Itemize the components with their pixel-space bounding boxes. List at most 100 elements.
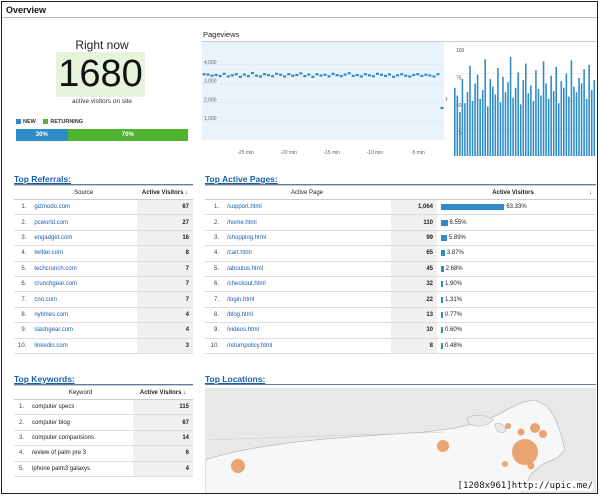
table-row[interactable]: 3. engadget.com 16 [14,230,193,247]
row-rank: 5. [14,461,28,477]
referral-source-link[interactable]: linkedin.com [34,342,68,349]
rank-header [14,185,31,200]
table-row[interactable]: 6. /checkout.html 32 1.90% [205,276,596,293]
pageview-bar [555,66,558,156]
row-rank: 2. [205,214,223,231]
table-row[interactable]: 4. /cart.html 65 3.87% [205,245,596,262]
table-row[interactable]: 2. pcworld.com 27 [14,214,193,231]
referral-source-link[interactable]: engadget.com [34,234,73,241]
active-page-link[interactable]: /blog.html [227,311,254,318]
location-bubble [530,423,540,433]
table-row[interactable]: 5. /aboutus.html 45 2.68% [205,261,596,277]
active-visitors-value: 7 [137,261,193,277]
table-row[interactable]: 2. /home.html 110 6.55% [205,214,596,231]
rank-header [205,185,223,200]
pageview-bar [479,98,481,156]
table-row[interactable]: 10. linkedin.com 3 [14,338,193,354]
active-visitors-value: 4 [137,307,193,324]
table-row[interactable]: 8. nytimes.com 4 [14,307,193,324]
rank-header [14,385,28,400]
active-page-link[interactable]: /returnpolicy.html [227,342,273,349]
active-page-link[interactable]: /cart.html [227,250,252,257]
table-row[interactable]: 7. /login.html 22 1.31% [205,291,596,308]
pageviews-per-minute-chart: 4,000 3,000 2,000 1,000 -25 min -20 min -15 mi… [202,42,444,158]
referral-source-link[interactable]: pcworld.com [34,219,69,226]
active-visitors-value: 4 [137,322,193,339]
pageview-bar [474,83,476,156]
row-rank: 9. [205,322,223,339]
pageview-bar [486,106,489,156]
referral-source-link[interactable]: techcrunch.com [34,265,77,272]
table-row[interactable]: 9. slashgear.com 4 [14,322,193,339]
table-row[interactable]: 5. iphone palm3 galaxys 4 [14,461,193,477]
active-visitors-column-header[interactable]: Active Visitors ↓ [133,385,193,400]
referral-source-link[interactable]: slashgear.com [34,327,74,334]
table-row[interactable]: 1. computer specs 115 [14,399,193,416]
referral-source-link[interactable]: crunchgear.com [34,281,78,288]
pageview-bar [461,79,464,156]
pageview-bar [547,98,550,156]
pageview-bar [563,87,565,156]
active-visitors-column-header[interactable]: Active Visitors ↓ [437,185,596,200]
referral-source-link[interactable]: nytimes.com [34,311,69,318]
table-row[interactable]: 10. /returnpolicy.html 8 0.48% [205,338,596,354]
x-tick-label: -5 min [411,150,425,156]
table-row[interactable]: 5. techcrunch.com 7 [14,261,193,277]
percentage-indicator: 2.68% [441,265,592,272]
top-referrals-title[interactable]: Top Referrals: [14,174,71,184]
active-page-column-header[interactable]: Active Page [223,185,391,200]
table-row[interactable]: 3. computer comparisions 14 [14,430,193,447]
locations-map[interactable] [205,388,596,493]
x-tick-label: -10 min [366,150,383,156]
referral-source-link[interactable]: cnn.com [34,296,58,303]
table-row[interactable]: 1. /support.html 1,064 63.33% [205,199,596,216]
row-rank: 5. [14,261,31,277]
pageview-bar [540,95,542,156]
active-page-link[interactable]: /home.html [227,219,257,226]
percentage-bar [441,296,443,303]
chart-switch-arrow-icon[interactable]: › [445,94,448,103]
keyword-column-header[interactable]: Keyword [28,385,133,400]
pageview-bar [502,76,504,156]
table-row[interactable]: 9. /videos.html 10 0.60% [205,322,596,339]
active-page-link[interactable]: /shopping.html [227,234,267,241]
active-page-link[interactable]: /videos.html [227,327,260,334]
active-page-link[interactable]: /support.html [227,204,262,211]
top-active-pages-title[interactable]: Top Active Pages: [205,174,278,184]
active-pages-divider [205,184,596,185]
active-page-link[interactable]: /login.html [227,296,255,303]
referral-source-link[interactable]: gizmodo.com [34,204,71,211]
active-page-link[interactable]: /aboutus.html [227,265,264,272]
table-row[interactable]: 7. cnn.com 7 [14,291,193,308]
referral-source-link[interactable]: twitter.com [34,250,64,257]
table-row[interactable]: 3. /shopping.html 99 5.89% [205,230,596,247]
percentage-bar [441,250,445,257]
referral-source-cell: nytimes.com [30,307,137,324]
pageview-bar [512,97,514,156]
y-tick-label: 50 [456,103,462,109]
top-locations-title[interactable]: Top Locations: [205,374,266,384]
percentage-bar [441,219,448,226]
referrals-table: Source Active Visitors ↓ 1. gizmodo.com 67… [14,185,193,354]
sort-descending-icon[interactable]: ↓ [589,189,592,196]
active-page-link[interactable]: /checkout.html [227,281,266,288]
table-row[interactable]: 2. computer blog 67 [14,414,193,431]
percentage-cell: 63.33% [437,199,596,216]
active-visitors-value: 27 [137,214,193,231]
active-visitors-value: 67 [137,199,193,216]
active-visitors-value: 4 [133,461,193,477]
table-row[interactable]: 4. twitter.com 8 [14,245,193,262]
pageview-bar [476,74,479,156]
active-visitors-column-header[interactable]: Active Visitors ↓ [137,185,193,200]
percentage-cell: 2.68% [437,261,596,277]
row-rank: 3. [14,230,31,247]
table-row[interactable]: 8. /blog.html 13 0.77% [205,307,596,324]
active-visitors-value: 16 [137,230,193,247]
table-row[interactable]: 1. gizmodo.com 67 [14,199,193,216]
table-row[interactable]: 6. crunchgear.com 7 [14,276,193,293]
top-keywords-title[interactable]: Top Keywords: [14,374,75,384]
keyword-cell: computer comparisions [28,430,133,447]
referral-source-cell: techcrunch.com [30,261,137,277]
source-column-header[interactable]: Source [30,185,137,200]
